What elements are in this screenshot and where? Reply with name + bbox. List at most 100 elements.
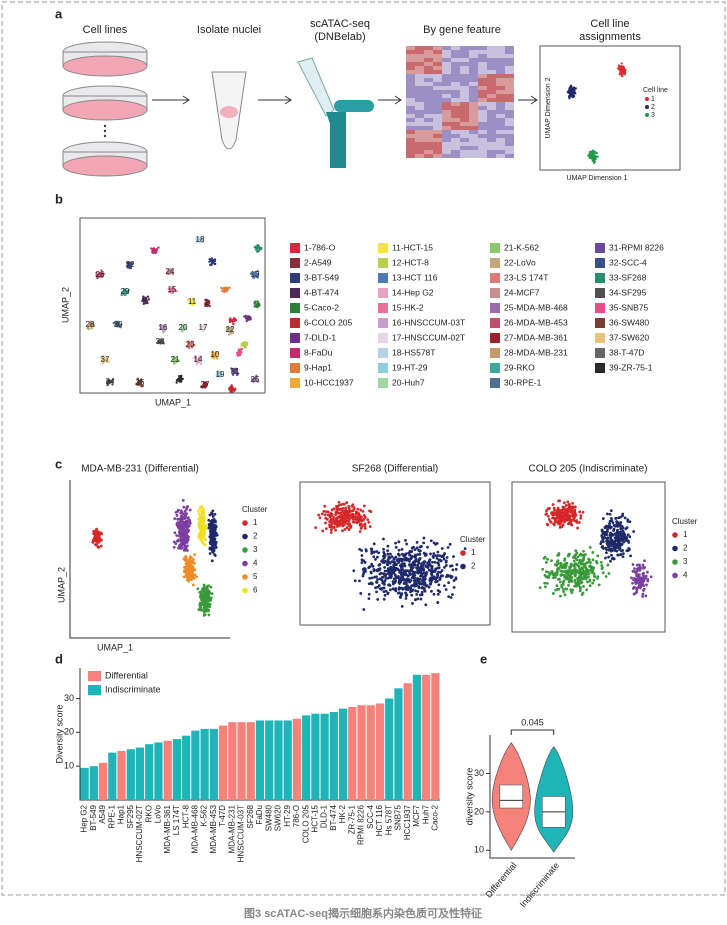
heat-cell (415, 154, 424, 158)
bar (293, 719, 301, 800)
box (500, 785, 523, 808)
cell-point (373, 542, 376, 545)
cell-point (578, 510, 581, 513)
cell-point (568, 566, 571, 569)
cell-point (384, 573, 387, 576)
heat-cell (487, 142, 496, 146)
cell-point (392, 587, 395, 590)
heat-cell (460, 50, 469, 54)
cell-point (376, 578, 379, 581)
label: Isolate nuclei (197, 24, 261, 36)
legend-swatch (242, 547, 248, 553)
heat-cell (460, 114, 469, 118)
cell-point (215, 546, 218, 549)
cell-point (577, 579, 580, 582)
cell-point (147, 296, 149, 298)
cell-point (541, 568, 544, 571)
heat-cell (442, 126, 451, 130)
x-tick-label: RPMI 8226 (357, 804, 366, 845)
cell-point (362, 570, 365, 573)
bar (431, 673, 439, 800)
heat-cell (505, 102, 514, 106)
x-tick-label: MDA-MB-231 (227, 804, 236, 853)
cell-point (423, 583, 426, 586)
cell-point (579, 514, 582, 517)
cell-point (563, 580, 566, 583)
cell-point (553, 507, 556, 510)
cell-point (247, 317, 249, 319)
legend-label: 9-Hap1 (304, 362, 332, 372)
x-tick-label: K-562 (200, 804, 209, 826)
heat-cell (406, 90, 415, 94)
label: Cell lines (83, 24, 128, 36)
cell-point (570, 569, 573, 572)
cell-point (552, 592, 555, 595)
cell-point (341, 529, 344, 532)
heat-cell (478, 102, 487, 106)
heat-cell (460, 134, 469, 138)
cell-point (345, 501, 348, 504)
cell-point (415, 584, 418, 587)
x-tick-label: 786-O (292, 805, 301, 827)
cell-point (417, 560, 420, 563)
legend-swatch (490, 288, 500, 298)
legend-label: 21-K-562 (504, 242, 539, 252)
legend-swatch (595, 243, 605, 253)
cluster-label: 31 (231, 367, 240, 376)
legend-label: Indiscriminate (105, 684, 161, 694)
x-tick-label: HNSCCUM-03T (237, 805, 246, 862)
cell-point (609, 560, 612, 563)
cell-point (403, 579, 406, 582)
heat-cell (460, 154, 469, 158)
cell-point (211, 257, 213, 259)
cell-point (451, 568, 454, 571)
legend-label: 22-LoVo (504, 257, 536, 267)
bar (108, 753, 116, 800)
heat-cell (460, 98, 469, 102)
cluster-label: 13 (251, 270, 260, 279)
heat-cell (505, 150, 514, 154)
heat-cell (478, 86, 487, 90)
legend-swatch (645, 105, 649, 109)
cell-point (202, 537, 205, 540)
heat-cell (442, 86, 451, 90)
heat-cell (451, 114, 460, 118)
cell-point (211, 528, 214, 531)
heat-cell (496, 66, 505, 70)
cell-point (326, 518, 329, 521)
cell-point (546, 507, 549, 510)
cell-point (175, 534, 178, 537)
heat-cell (406, 110, 415, 114)
cell-point (190, 577, 193, 580)
heat-cell (442, 46, 451, 50)
heat-cell (442, 122, 451, 126)
cell-point (397, 553, 400, 556)
cell-point (323, 505, 326, 508)
heat-cell (442, 94, 451, 98)
cell-point (582, 585, 585, 588)
heat-cell (451, 130, 460, 134)
heat-cell (469, 118, 478, 122)
heat-cell (496, 138, 505, 142)
cell-point (413, 564, 416, 567)
axis-label: UMAP_2 (56, 567, 66, 603)
legend-swatch (290, 318, 300, 328)
heat-cell (469, 46, 478, 50)
heat-cell (406, 78, 415, 82)
legend-swatch (490, 273, 500, 283)
legend-label: 8-FaDu (304, 347, 333, 357)
cell-point (581, 576, 584, 579)
heat-cell (433, 46, 442, 50)
cell-point (607, 540, 610, 543)
cell-point (210, 520, 213, 523)
cell-point (544, 513, 547, 516)
cell-point (100, 545, 103, 548)
heat-cell (505, 94, 514, 98)
cell-point (386, 592, 389, 595)
heat-cell (505, 118, 514, 122)
legend-title: Cluster (460, 535, 486, 544)
cell-point (422, 541, 425, 544)
cell-point (547, 523, 550, 526)
legend-label: 6-COLO 205 (304, 317, 352, 327)
heat-cell (415, 138, 424, 142)
